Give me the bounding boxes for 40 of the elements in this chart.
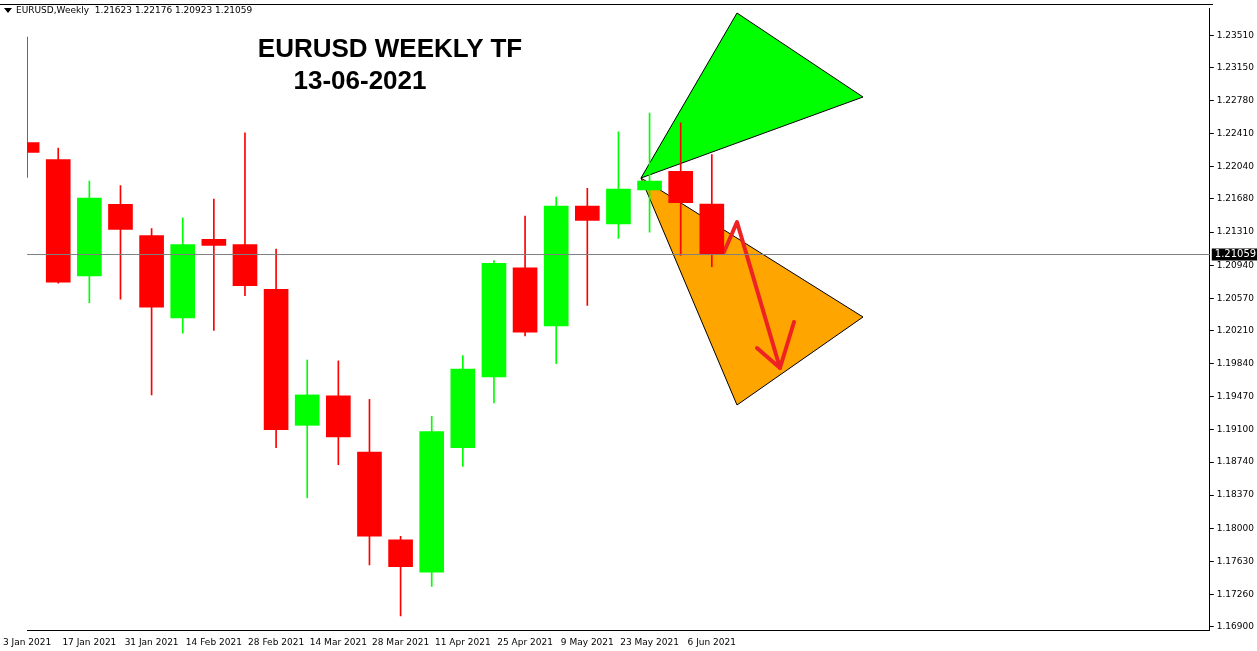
ref-line-label: 1.21059 [1214, 248, 1257, 260]
x-tick-label: 31 Jan 2021 [124, 636, 179, 647]
x-tick-label: 14 Mar 2021 [309, 636, 367, 647]
x-tick-label: 28 Feb 2021 [248, 636, 305, 647]
y-tick-label: 1.22780 [1216, 94, 1255, 105]
x-tick-label: 23 May 2021 [620, 636, 679, 647]
candlestick [294, 359, 320, 499]
y-tick-label: 1.18740 [1216, 456, 1255, 467]
x-tick-label: 17 Jan 2021 [62, 636, 117, 647]
x-tick-label: 14 Feb 2021 [185, 636, 242, 647]
y-tick-label: 1.17630 [1216, 555, 1255, 566]
candlestick [668, 122, 694, 256]
y-tick-label: 1.19840 [1216, 357, 1255, 368]
y-tick-label: 1.18000 [1216, 522, 1255, 533]
x-tick-label: 25 Apr 2021 [497, 636, 553, 647]
x-tick-label: 6 Jun 2021 [687, 636, 737, 647]
y-tick-label: 1.21310 [1216, 226, 1255, 237]
y-tick-label: 1.16900 [1216, 620, 1255, 631]
text: EURUSD WEEKLY TF [256, 32, 524, 64]
text: 13-06-2021 [292, 64, 428, 96]
candlestick [201, 198, 227, 331]
candlestick [232, 132, 258, 296]
y-tick-label: 1.17260 [1216, 588, 1255, 599]
x-tick-label: 28 Mar 2021 [372, 636, 430, 647]
x-tick-label: 9 May 2021 [560, 636, 614, 647]
y-tick-label: 1.20570 [1216, 292, 1255, 303]
y-tick-label: 1.22410 [1216, 128, 1255, 138]
y-tick-label: 1.23510 [1216, 29, 1255, 40]
candlestick [575, 187, 600, 306]
y-tick-label: 1.22040 [1216, 161, 1255, 172]
y-tick-label: 1.18370 [1216, 489, 1255, 500]
y-tick-label: 1.20210 [1216, 324, 1255, 335]
x-tick-label: 11 Apr 2021 [435, 636, 491, 647]
annotation: EURUSD,Weekly 1.21623 1.22176 1.20923 1.21059 [16, 5, 253, 15]
y-tick-label: 1.20940 [1216, 259, 1255, 270]
y-tick-label: 1.19470 [1216, 391, 1255, 402]
x-tick-label: 3 Jan 2021 [3, 636, 52, 647]
y-tick-label: 1.23150 [1216, 61, 1255, 72]
y-tick-label: 1.19100 [1216, 424, 1255, 435]
y-tick-label: 1.21680 [1216, 193, 1255, 204]
